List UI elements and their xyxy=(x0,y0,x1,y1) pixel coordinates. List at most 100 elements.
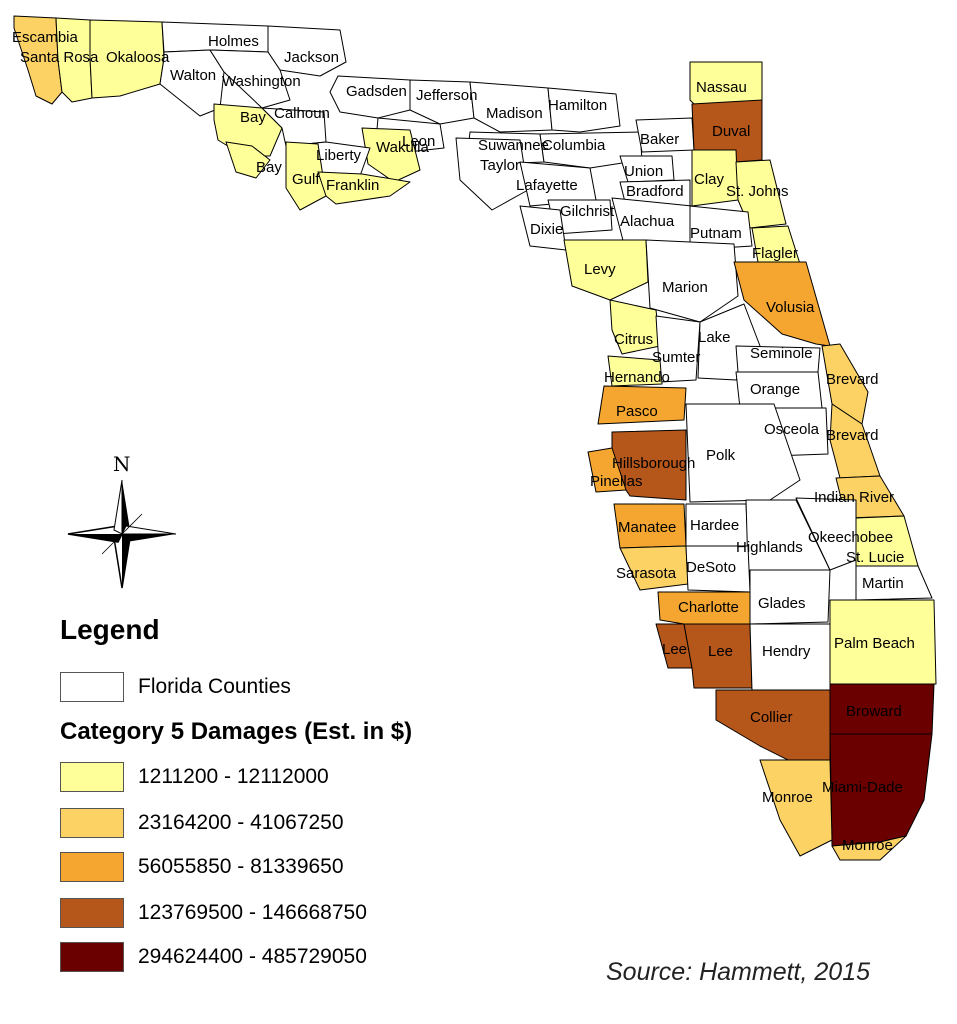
county-label-baker: Baker xyxy=(640,131,679,148)
county-levy xyxy=(563,239,649,301)
county-hernando xyxy=(607,355,663,387)
county-label-brevard: Brevard xyxy=(826,371,879,388)
county-label-brevard: Brevard xyxy=(826,427,879,444)
legend-label-class-3: 56055850 - 81339650 xyxy=(138,855,344,878)
county-label-lee: Lee xyxy=(708,643,733,660)
north-label: N xyxy=(113,452,131,476)
county-label-monroe: Monroe xyxy=(762,789,813,806)
county-label-washington: Washington xyxy=(222,73,301,90)
county-marion xyxy=(645,239,739,323)
county-label-monroe: Monroe xyxy=(842,837,893,854)
county-monroe xyxy=(831,835,907,861)
county-label-union: Union xyxy=(624,163,663,180)
county-label-okeechobee: Okeechobee xyxy=(808,529,893,546)
county-lee xyxy=(683,623,753,689)
county-label-flagler: Flagler xyxy=(752,245,798,262)
county-label-broward: Broward xyxy=(846,703,902,720)
county-shapes xyxy=(13,15,937,861)
county-label-liberty: Liberty xyxy=(316,147,362,164)
legend-label-class-2: 23164200 - 41067250 xyxy=(138,811,344,834)
legend-item-class-2: 23164200 - 41067250 xyxy=(60,808,344,838)
county-label-jackson: Jackson xyxy=(284,49,339,66)
legend-item-class-4: 123769500 - 146668750 xyxy=(60,898,367,928)
county-label-st-johns: St. Johns xyxy=(726,183,789,200)
county-label-palm-beach: Palm Beach xyxy=(834,635,915,652)
county-label-walton: Walton xyxy=(170,67,216,84)
county-label-alachua: Alachua xyxy=(620,213,675,230)
county-label-nassau: Nassau xyxy=(696,79,747,96)
county-label-seminole: Seminole xyxy=(750,345,813,362)
county-label-putnam: Putnam xyxy=(690,225,742,242)
county-glades xyxy=(749,569,831,625)
county-label-columbia: Columbia xyxy=(542,137,606,154)
county-label-gadsden: Gadsden xyxy=(346,83,407,100)
county-label-glades: Glades xyxy=(758,595,806,612)
county-label-hardee: Hardee xyxy=(690,517,739,534)
legend-swatch-class-1 xyxy=(60,762,124,792)
legend-label-class-4: 123769500 - 146668750 xyxy=(138,901,367,924)
county-collier xyxy=(715,689,831,767)
county-label-sumter: Sumter xyxy=(652,349,700,366)
legend-item-class-1: 1211200 - 12112000 xyxy=(60,762,329,792)
county-label-manatee: Manatee xyxy=(618,519,676,536)
county-bay xyxy=(225,141,271,179)
county-label-leon: Leon xyxy=(402,133,435,150)
legend-swatch-counties xyxy=(60,672,124,702)
county-label-gilchrist: Gilchrist xyxy=(560,203,615,220)
county-label-orange: Orange xyxy=(750,381,800,398)
county-label-martin: Martin xyxy=(862,575,904,592)
county-label-bay: Bay xyxy=(240,109,266,126)
county-label-lake: Lake xyxy=(698,329,731,346)
county-polk xyxy=(685,403,801,503)
county-label-charlotte: Charlotte xyxy=(678,599,739,616)
county-label-collier: Collier xyxy=(750,709,793,726)
county-label-citrus: Citrus xyxy=(614,331,653,348)
county-pinellas xyxy=(587,447,627,493)
county-label-indian-river: Indian River xyxy=(814,489,894,506)
county-label-osceola: Osceola xyxy=(764,421,820,438)
county-pasco xyxy=(597,385,687,425)
county-brevard xyxy=(821,343,869,425)
county-volusia xyxy=(733,261,831,347)
legend-label-class-5: 294624400 - 485729050 xyxy=(138,945,367,968)
legend-label-class-1: 1211200 - 12112000 xyxy=(138,765,329,788)
county-label-sarasota: Sarasota xyxy=(616,565,677,582)
county-label-lafayette: Lafayette xyxy=(516,177,578,194)
county-label-desoto: DeSoto xyxy=(686,559,736,576)
county-label-gulf: Gulf xyxy=(292,171,320,188)
county-label-miami-dade: Miami-Dade xyxy=(822,779,903,796)
county-label-franklin: Franklin xyxy=(326,177,379,194)
county-label-hillsborough: Hillsborough xyxy=(612,455,695,472)
county-label-duval: Duval xyxy=(712,123,750,140)
county-st-johns xyxy=(735,159,787,229)
county-label-bradford: Bradford xyxy=(626,183,684,200)
county-label-okaloosa: Okaloosa xyxy=(106,49,170,66)
legend-swatch-class-5 xyxy=(60,942,124,972)
county-labels: Escambia Santa Rosa Okaloosa Holmes Jackson W… xyxy=(12,29,915,854)
county-wakulla xyxy=(361,127,421,183)
legend-swatch-class-3 xyxy=(60,852,124,882)
county-label-escambia: Escambia xyxy=(12,29,79,46)
county-label-bay: Bay xyxy=(256,159,282,176)
county-label-suwannee: Suwannee xyxy=(478,137,549,154)
county-monroe xyxy=(759,759,833,857)
legend-subtitle: Category 5 Damages (Est. in $) xyxy=(60,718,413,745)
county-label-highlands: Highlands xyxy=(736,539,803,556)
county-label-pinellas: Pinellas xyxy=(590,473,643,490)
county-gulf xyxy=(285,141,327,211)
county-label-marion: Marion xyxy=(662,279,708,296)
county-label-pasco: Pasco xyxy=(616,403,658,420)
legend-swatch-class-4 xyxy=(60,898,124,928)
county-jefferson xyxy=(409,79,475,125)
county-label-clay: Clay xyxy=(694,171,725,188)
legend-title: Legend xyxy=(60,614,160,645)
legend-item-class-3: 56055850 - 81339650 xyxy=(60,852,344,882)
county-madison xyxy=(469,81,553,133)
county-hamilton xyxy=(547,87,621,133)
county-label-hendry: Hendry xyxy=(762,643,811,660)
county-label-calhoun: Calhoun xyxy=(274,105,330,122)
county-label-st-lucie: St. Lucie xyxy=(846,549,904,566)
county-washington xyxy=(209,49,291,109)
legend-item-counties: Florida Counties xyxy=(60,672,291,702)
